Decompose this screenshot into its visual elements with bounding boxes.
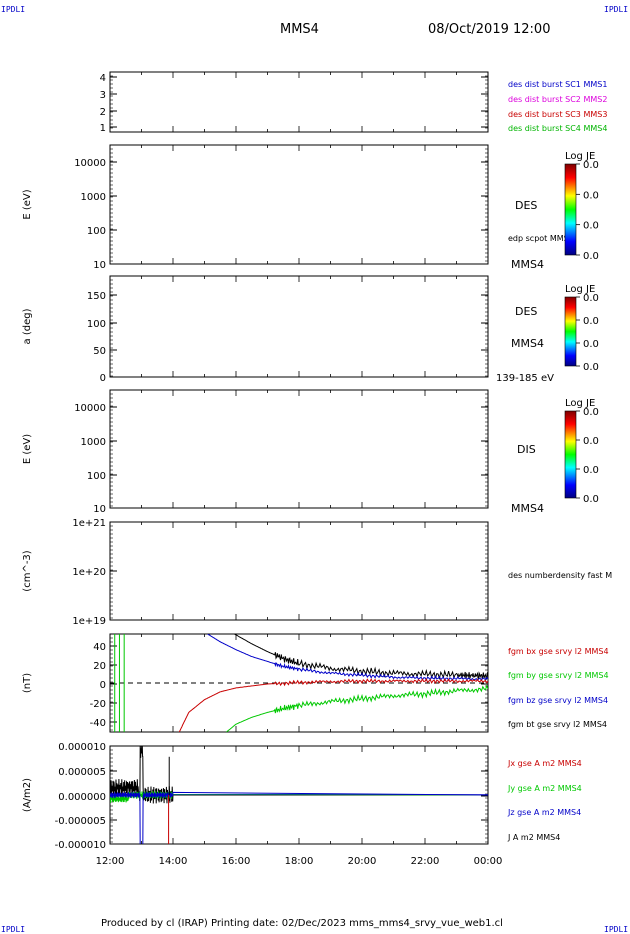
- y-tick-label-density: 1e+19: [72, 616, 106, 627]
- y-axis-label-des-energy: E (eV): [22, 189, 33, 219]
- y-axis-label-des-pitch: a (deg): [22, 308, 33, 344]
- legend-entry-fgm: fgm bx gse srvy l2 MMS4: [508, 647, 609, 656]
- y-axis-label-dis-energy: E (eV): [22, 434, 33, 464]
- fgm-trace-3: [226, 684, 488, 732]
- colorbar-tick-label: 0.0: [583, 362, 599, 373]
- colorbar-tick-label: 0.0: [583, 436, 599, 447]
- x-tick-label: 20:00: [348, 856, 377, 867]
- y-tick-label-current: 0.000005: [58, 767, 106, 778]
- panel-label-dis-energy: MMS4: [511, 502, 544, 515]
- page-title: MMS4: [280, 22, 319, 37]
- colorbar-tick-label: 0.0: [583, 316, 599, 327]
- colorbar-tick-label: 0.0: [583, 190, 599, 201]
- y-tick-label-dis-energy: 10000: [74, 403, 106, 414]
- y-tick-label-des-pitch: 0: [100, 373, 106, 384]
- y-tick-label-fgm: 40: [93, 642, 106, 653]
- legend-entry-sc-position: des dist burst SC4 MMS4: [508, 124, 607, 133]
- panel-frame-sc-position: [109, 71, 489, 133]
- panel-label-des-energy: DES: [515, 199, 537, 212]
- legend-entry-sc-position: des dist burst SC3 MMS3: [508, 110, 607, 119]
- colorbar-title: Log JE: [565, 284, 595, 295]
- panel-label-des-pitch: DES: [515, 305, 537, 318]
- fgm-trace-0: [234, 634, 488, 681]
- y-tick-label-fgm: 0: [100, 680, 106, 691]
- legend-entry-sc-position: des dist burst SC1 MMS1: [508, 80, 607, 89]
- colorbar-title: Log JE: [565, 398, 595, 409]
- y-tick-label-des-energy: 10: [93, 260, 106, 271]
- colorbar-tick-label: 0.0: [583, 293, 599, 304]
- y-tick-label-density: 1e+21: [72, 518, 106, 529]
- legend-entry-current: J A m2 MMS4: [507, 833, 560, 842]
- fgm-trace-1: [207, 634, 488, 682]
- y-tick-label-current: -0.000010: [55, 840, 106, 851]
- y-tick-label-des-energy: 10000: [74, 158, 106, 169]
- panel-frame-des-pitch: [109, 275, 489, 378]
- current-trace: [110, 791, 488, 844]
- legend-entry-current: Jy gse A m2 MMS4: [507, 784, 582, 793]
- y-tick-label-des-energy: 1000: [81, 192, 106, 203]
- corner-label-top-left: IPDLI: [1, 5, 26, 14]
- colorbar-tick-label: 0.0: [583, 494, 599, 505]
- panel-label-des-pitch: 139-185 eV: [496, 373, 554, 384]
- legend-entry-fgm: fgm bt gse srvy l2 MMS4: [508, 720, 607, 729]
- y-tick-label-density: 1e+20: [72, 567, 106, 578]
- panel-label-des-pitch: MMS4: [511, 337, 544, 350]
- colorbar-tick-label: 0.0: [583, 339, 599, 350]
- legend-entry-current: Jz gse A m2 MMS4: [507, 808, 581, 817]
- x-tick-label: 16:00: [222, 856, 251, 867]
- y-tick-label-dis-energy: 10: [93, 504, 106, 515]
- colorbar-tick-label: 0.0: [583, 407, 599, 418]
- panel-frame-density: [109, 521, 489, 621]
- y-tick-label-current: 0.000010: [58, 742, 106, 753]
- y-tick-label-dis-energy: 1000: [81, 437, 106, 448]
- fgm-trace-2: [178, 678, 488, 732]
- colorbar: [564, 410, 577, 499]
- colorbar-title: Log JE: [565, 151, 595, 162]
- corner-label-bottom-left: IPDLI: [1, 925, 26, 934]
- legend-entry-sc-position: des dist burst SC2 MMS2: [508, 95, 607, 104]
- y-axis-label-current: (A/m2): [22, 778, 33, 812]
- panel-frame-des-energy: [109, 144, 489, 265]
- y-tick-label-sc-position: 4: [100, 73, 106, 84]
- panel-label-des-energy: edp scpot MMS4: [508, 234, 574, 243]
- panel-label-dis-energy: DIS: [517, 443, 536, 456]
- y-tick-label-fgm: 20: [93, 661, 106, 672]
- x-tick-label: 18:00: [285, 856, 314, 867]
- y-tick-label-des-pitch: 100: [87, 319, 106, 330]
- y-tick-label-des-pitch: 50: [93, 346, 106, 357]
- y-axis-label-density: (cm^-3): [22, 550, 33, 591]
- y-tick-label-current: -0.000005: [55, 816, 106, 827]
- y-tick-label-fgm: -40: [90, 718, 106, 729]
- colorbar-tick-label: 0.0: [583, 221, 599, 232]
- y-axis-label-fgm: (nT): [22, 673, 33, 693]
- colorbar-tick-label: 0.0: [583, 160, 599, 171]
- y-tick-label-dis-energy: 100: [87, 471, 106, 482]
- y-tick-label-des-energy: 100: [87, 226, 106, 237]
- corner-label-top-right: IPDLI: [604, 5, 629, 14]
- x-tick-label: 14:00: [159, 856, 188, 867]
- y-tick-label-fgm: -20: [90, 699, 106, 710]
- footer-text: Produced by cl (IRAP) Printing date: 02/…: [101, 918, 503, 929]
- corner-label-bottom-right: IPDLI: [604, 925, 629, 934]
- plot-datetime: 08/Oct/2019 12:00: [428, 22, 551, 37]
- panel-frame-dis-energy: [109, 389, 489, 509]
- panel-label-des-energy: MMS4: [511, 258, 544, 271]
- legend-entry-fgm: fgm by gse srvy l2 MMS4: [508, 671, 609, 680]
- colorbar: [564, 163, 577, 256]
- colorbar-tick-label: 0.0: [583, 465, 599, 476]
- x-tick-label: 12:00: [96, 856, 125, 867]
- legend-entry-density: des numberdensity fast M: [508, 571, 612, 580]
- y-tick-label-sc-position: 1: [100, 123, 106, 134]
- y-tick-label-sc-position: 3: [100, 90, 106, 101]
- x-tick-label: 00:00: [474, 856, 503, 867]
- y-tick-label-current: 0.000000: [58, 792, 106, 803]
- y-tick-label-sc-position: 2: [100, 107, 106, 118]
- colorbar-tick-label: 0.0: [583, 251, 599, 262]
- x-tick-label: 22:00: [411, 856, 440, 867]
- legend-entry-current: Jx gse A m2 MMS4: [507, 759, 582, 768]
- y-tick-label-des-pitch: 150: [87, 291, 106, 302]
- legend-entry-fgm: fgm bz gse srvy l2 MMS4: [508, 696, 608, 705]
- colorbar: [564, 296, 577, 367]
